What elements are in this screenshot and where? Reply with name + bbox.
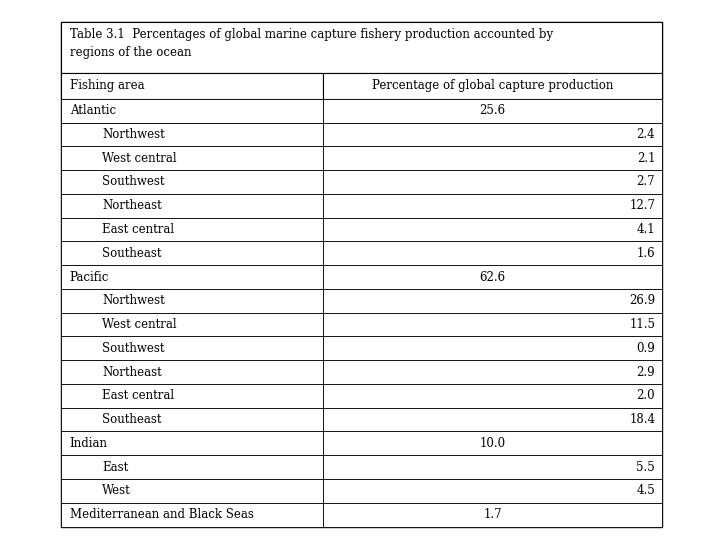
Text: Fishing area: Fishing area — [70, 79, 145, 92]
Text: 2.1: 2.1 — [636, 152, 655, 165]
Bar — [323, 146, 662, 170]
Text: East central: East central — [102, 223, 174, 236]
Text: 2.9: 2.9 — [636, 366, 655, 379]
Text: 1.6: 1.6 — [636, 247, 655, 260]
Text: Northwest: Northwest — [102, 294, 165, 307]
Text: Southwest: Southwest — [102, 176, 165, 188]
Text: 62.6: 62.6 — [480, 271, 505, 284]
Text: Northwest: Northwest — [102, 128, 165, 141]
Text: 18.4: 18.4 — [629, 413, 655, 426]
Text: 4.1: 4.1 — [636, 223, 655, 236]
Bar — [323, 336, 662, 360]
Bar — [61, 360, 323, 384]
Text: 2.4: 2.4 — [636, 128, 655, 141]
Bar — [61, 289, 323, 313]
Bar — [61, 123, 323, 146]
Text: Pacific: Pacific — [70, 271, 109, 284]
Bar — [61, 479, 323, 503]
Text: 5.5: 5.5 — [636, 461, 655, 474]
Text: East central: East central — [102, 389, 174, 402]
Text: 1.7: 1.7 — [483, 508, 502, 521]
Text: Table 3.1  Percentages of global marine capture fishery production accounted by
: Table 3.1 Percentages of global marine c… — [70, 28, 553, 59]
Text: 2.0: 2.0 — [636, 389, 655, 402]
Text: West: West — [102, 484, 131, 497]
Bar — [323, 479, 662, 503]
Bar — [323, 241, 662, 265]
Bar — [323, 289, 662, 313]
Text: 0.9: 0.9 — [636, 342, 655, 355]
Text: Northeast: Northeast — [102, 199, 162, 212]
Text: 26.9: 26.9 — [629, 294, 655, 307]
Text: Southeast: Southeast — [102, 247, 162, 260]
Bar — [323, 73, 662, 99]
Text: 2.7: 2.7 — [636, 176, 655, 188]
Bar — [61, 218, 323, 241]
Bar — [61, 313, 323, 336]
Text: 4.5: 4.5 — [636, 484, 655, 497]
Text: Southwest: Southwest — [102, 342, 165, 355]
Bar — [323, 123, 662, 146]
Bar — [323, 431, 662, 455]
Text: 10.0: 10.0 — [480, 437, 505, 450]
Bar — [61, 22, 662, 526]
Text: East: East — [102, 461, 128, 474]
Bar — [323, 408, 662, 431]
Text: 12.7: 12.7 — [629, 199, 655, 212]
Bar — [61, 384, 323, 408]
Bar — [61, 99, 323, 123]
Bar — [323, 99, 662, 123]
Bar — [323, 265, 662, 289]
Bar — [323, 194, 662, 218]
Bar — [323, 360, 662, 384]
Text: West central: West central — [102, 318, 177, 331]
Bar — [61, 241, 323, 265]
Text: Atlantic: Atlantic — [70, 104, 116, 117]
Bar — [323, 218, 662, 241]
Bar — [61, 336, 323, 360]
Text: Indian: Indian — [70, 437, 108, 450]
Bar — [61, 265, 323, 289]
Bar — [323, 455, 662, 479]
Bar — [323, 313, 662, 336]
Text: Southeast: Southeast — [102, 413, 162, 426]
Bar — [61, 455, 323, 479]
Bar — [61, 22, 662, 73]
Text: Mediterranean and Black Seas: Mediterranean and Black Seas — [70, 508, 253, 521]
Bar — [61, 194, 323, 218]
Bar — [61, 146, 323, 170]
Bar — [323, 503, 662, 526]
Text: 11.5: 11.5 — [629, 318, 655, 331]
Text: Percentage of global capture production: Percentage of global capture production — [372, 79, 613, 92]
Bar — [323, 170, 662, 194]
Bar — [323, 384, 662, 408]
Bar — [61, 73, 323, 99]
Bar — [61, 170, 323, 194]
Bar — [61, 431, 323, 455]
Bar — [61, 503, 323, 526]
Text: 25.6: 25.6 — [480, 104, 505, 117]
Bar — [61, 408, 323, 431]
Text: Northeast: Northeast — [102, 366, 162, 379]
Text: West central: West central — [102, 152, 177, 165]
